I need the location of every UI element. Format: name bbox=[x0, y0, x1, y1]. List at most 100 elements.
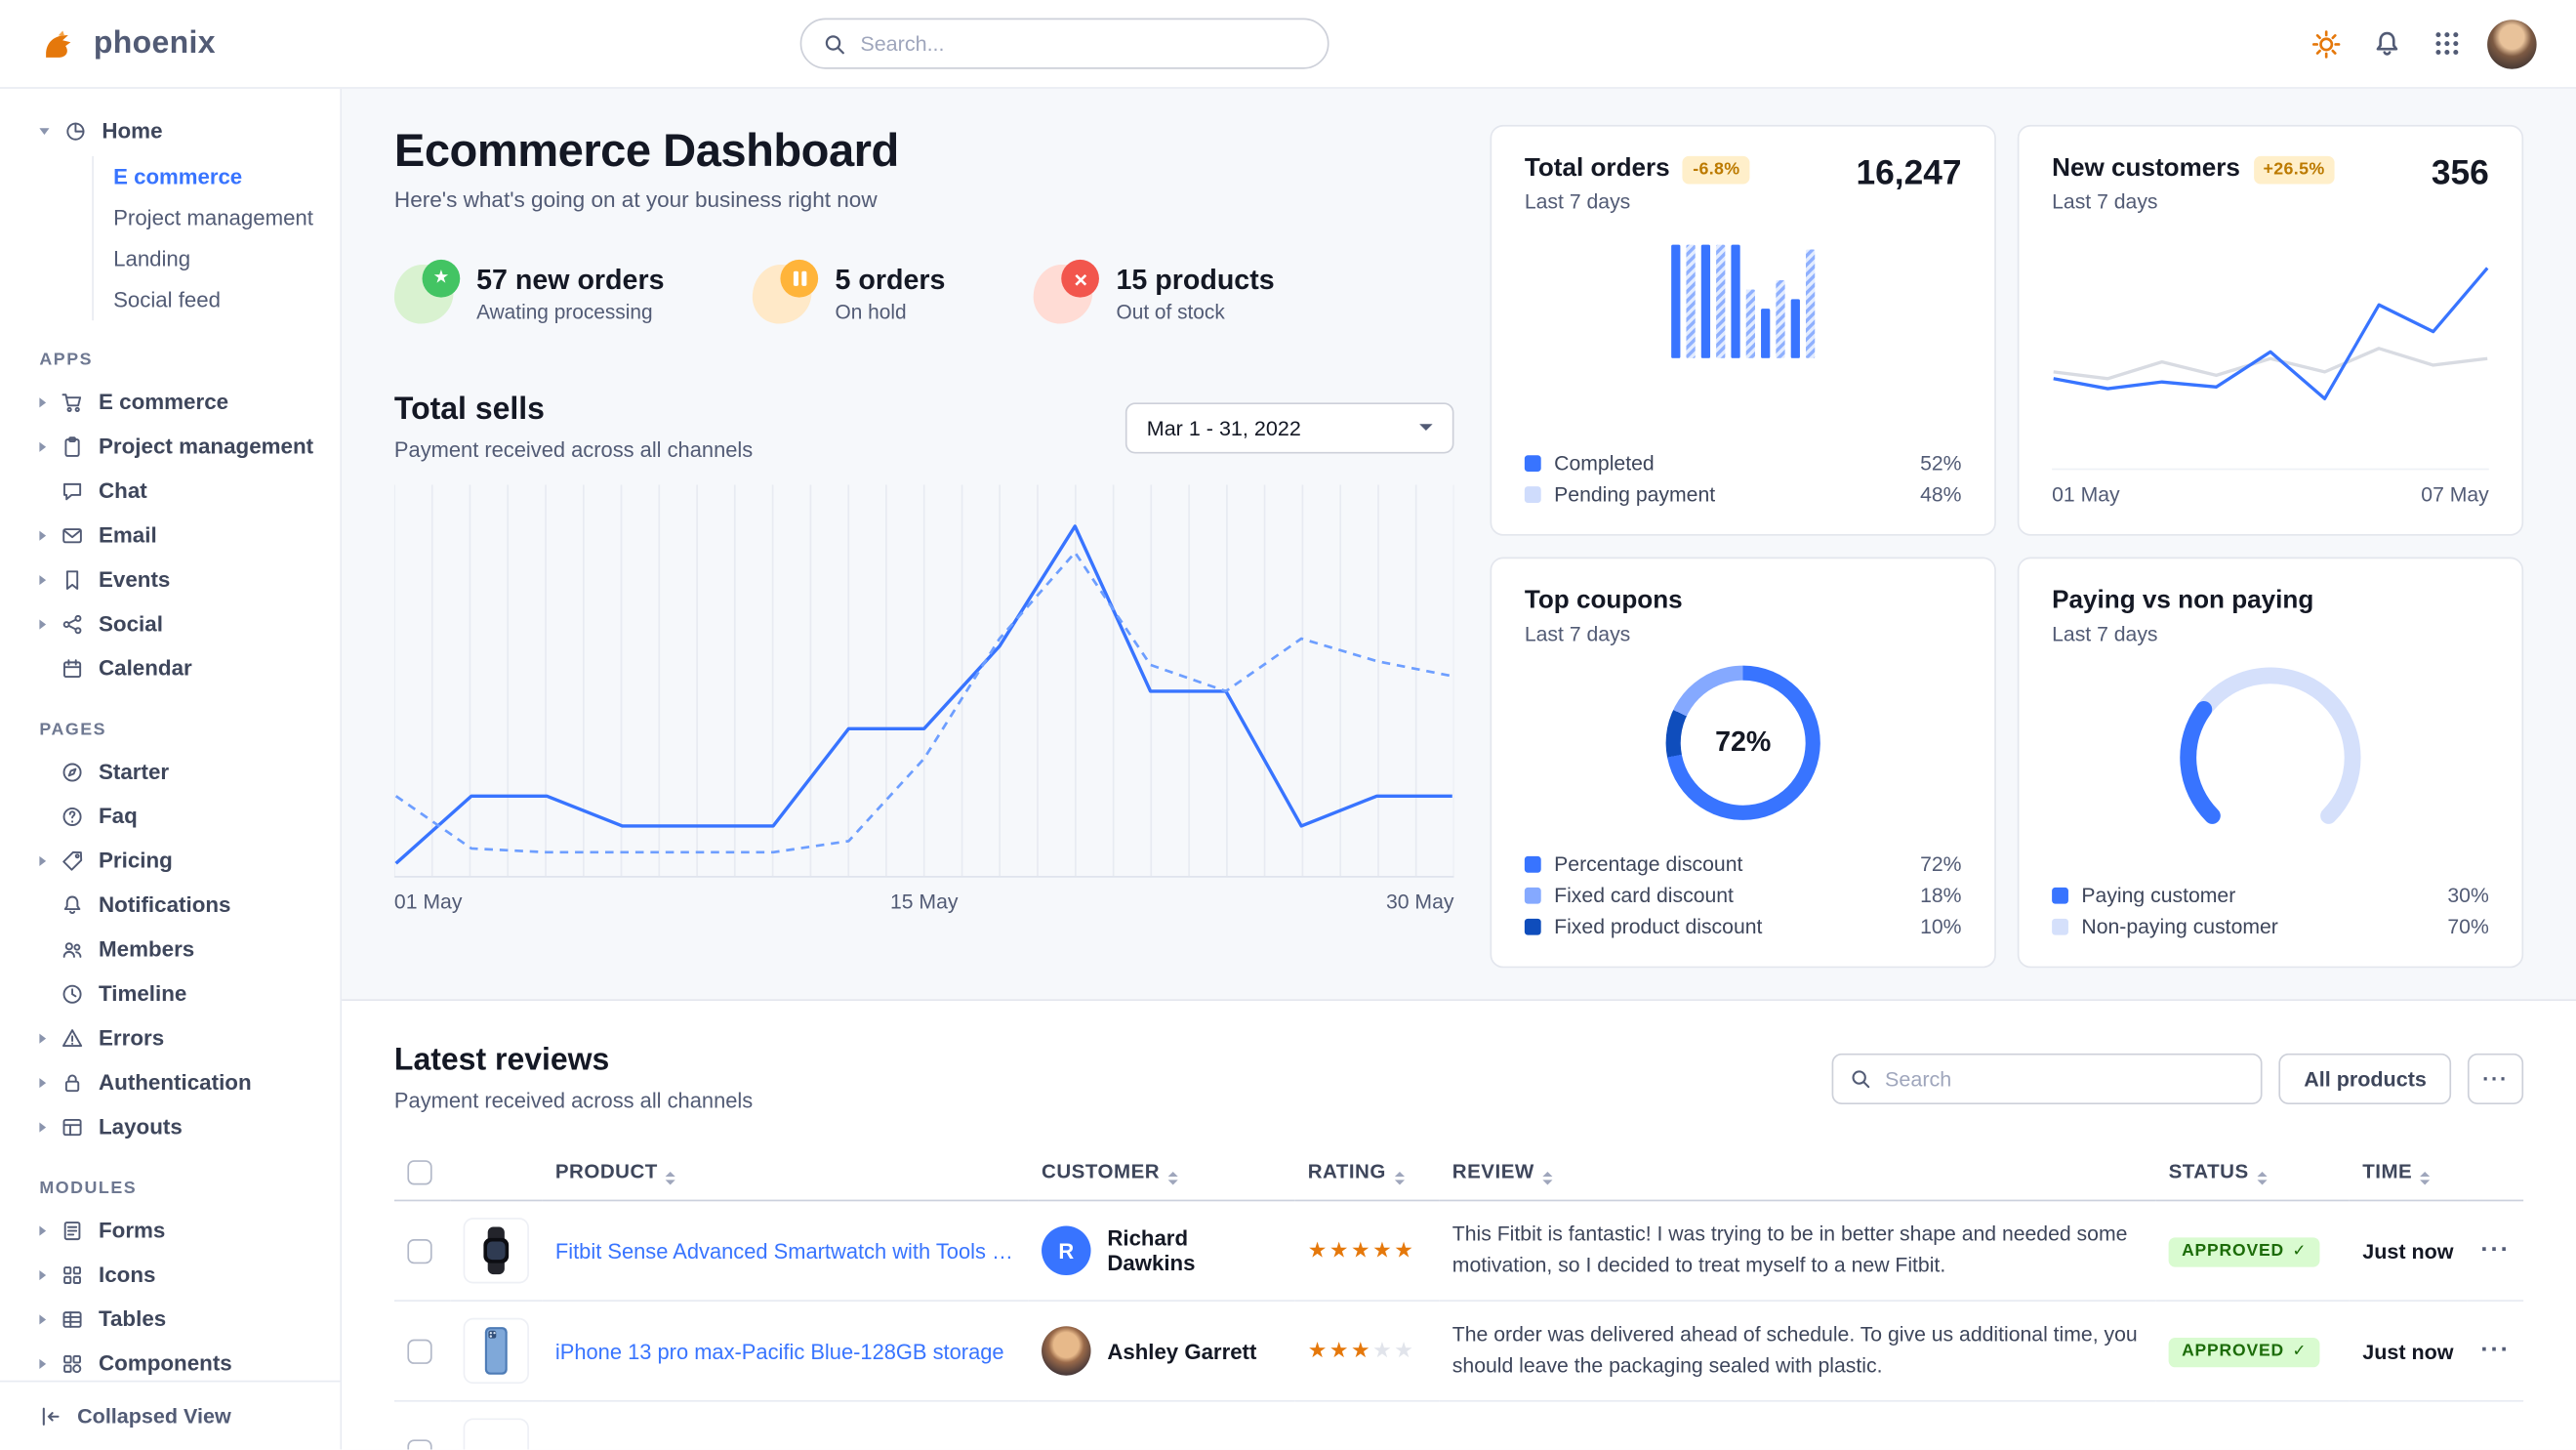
column-review[interactable]: REVIEW bbox=[1439, 1145, 2156, 1202]
column-product[interactable]: PRODUCT bbox=[542, 1145, 1029, 1202]
product-link[interactable]: iPhone 13 pro max-Pacific Blue-128GB sto… bbox=[554, 1338, 1004, 1364]
table-header-row: PRODUCT CUSTOMER RATING REVIEW STATUS TI… bbox=[393, 1145, 2524, 1202]
sidebar-item-home[interactable]: Home bbox=[0, 108, 340, 152]
chevron-right-icon bbox=[39, 1077, 47, 1088]
sidebar-item-e-commerce[interactable]: E commerce bbox=[113, 164, 243, 189]
sidebar-item-authentication[interactable]: Authentication bbox=[0, 1060, 340, 1104]
section-title-modules: MODULES bbox=[39, 1178, 138, 1198]
pie-chart-icon bbox=[62, 119, 89, 143]
card-title: Total orders bbox=[1524, 154, 1670, 183]
legend-fixed-product-discount: Fixed product discount 10% bbox=[1524, 915, 1962, 938]
select-all-checkbox[interactable] bbox=[407, 1160, 432, 1185]
chevron-right-icon bbox=[39, 1313, 47, 1324]
calendar-icon bbox=[60, 656, 86, 680]
sidebar-item-icons[interactable]: Icons bbox=[0, 1252, 340, 1296]
sidebar-item-timeline[interactable]: Timeline bbox=[0, 972, 340, 1015]
sidebar-item-calendar[interactable]: Calendar bbox=[0, 645, 340, 689]
row-checkbox[interactable] bbox=[407, 1238, 432, 1264]
sidebar-item-email[interactable]: Email bbox=[0, 513, 340, 557]
row-checkbox[interactable] bbox=[407, 1438, 432, 1450]
sidebar-item-pricing[interactable]: Pricing bbox=[0, 838, 340, 882]
sidebar-item-chat[interactable]: Chat bbox=[0, 469, 340, 513]
date-range-select[interactable]: Mar 1 - 31, 2022 bbox=[1124, 401, 1454, 453]
row-actions-button[interactable]: ··· bbox=[2480, 1336, 2511, 1364]
coupons-donut-chart: 72% bbox=[1525, 665, 1962, 820]
apps-menu-button[interactable] bbox=[2428, 24, 2466, 62]
sidebar-item-project-management[interactable]: Project management bbox=[113, 205, 313, 230]
all-products-button[interactable]: All products bbox=[2278, 1052, 2452, 1104]
bell-icon bbox=[60, 893, 86, 917]
sidebar-item-notifications[interactable]: Notifications bbox=[0, 883, 340, 927]
product-link[interactable]: Fitbit Sense Advanced Smartwatch with To… bbox=[554, 1238, 1016, 1264]
section-title-apps: APPS bbox=[39, 350, 94, 370]
check-icon: ✓ bbox=[2292, 1242, 2308, 1262]
sort-icon bbox=[666, 1172, 676, 1185]
row-actions-button[interactable]: ··· bbox=[2480, 1235, 2511, 1264]
sidebar-item-social[interactable]: Social bbox=[0, 601, 340, 645]
reviews-search[interactable] bbox=[1832, 1052, 2264, 1104]
global-search[interactable] bbox=[799, 18, 1329, 69]
latest-reviews-section: Latest reviews Payment received across a… bbox=[342, 999, 2576, 1450]
row-checkbox[interactable] bbox=[407, 1338, 432, 1364]
share-icon bbox=[60, 612, 86, 636]
layout-icon bbox=[60, 1115, 86, 1139]
chevron-right-icon bbox=[39, 1121, 47, 1132]
donut-center-value: 72% bbox=[1715, 725, 1772, 758]
column-rating[interactable]: RATING bbox=[1294, 1145, 1440, 1202]
sidebar-item-layouts[interactable]: Layouts bbox=[0, 1104, 340, 1148]
column-status[interactable]: STATUS bbox=[2155, 1145, 2350, 1202]
product-image-iphone bbox=[463, 1317, 529, 1385]
total-sells-subtitle: Payment received across all channels bbox=[393, 436, 754, 462]
chevron-right-icon bbox=[39, 440, 47, 451]
rating-stars: ★★★★★ bbox=[1307, 1337, 1416, 1363]
check-icon: ✓ bbox=[2292, 1343, 2308, 1361]
rating-stars: ★★★★★ bbox=[1307, 1237, 1416, 1263]
phoenix-logo-icon bbox=[46, 29, 71, 58]
search-input[interactable] bbox=[860, 30, 1306, 57]
chevron-right-icon bbox=[39, 1358, 47, 1369]
grid-dots-icon bbox=[2435, 32, 2459, 56]
status-badge: APPROVED ✓ bbox=[2168, 1236, 2320, 1267]
sidebar-item-app-e-commerce[interactable]: E commerce bbox=[0, 380, 340, 424]
collapse-view-toggle[interactable]: Collapsed View bbox=[0, 1380, 341, 1450]
new-customers-x-axis: 01 May 07 May bbox=[2052, 468, 2489, 506]
review-text: The order was delivered ahead of schedul… bbox=[1452, 1323, 2138, 1378]
column-time[interactable]: TIME bbox=[2349, 1145, 2468, 1202]
sidebar-item-landing[interactable]: Landing bbox=[113, 246, 191, 271]
clock-icon bbox=[60, 982, 86, 1006]
reviews-table: PRODUCT CUSTOMER RATING REVIEW STATUS TI… bbox=[393, 1145, 2524, 1450]
sidebar-item-social-feed[interactable]: Social feed bbox=[113, 287, 221, 312]
column-customer[interactable]: CUSTOMER bbox=[1028, 1145, 1295, 1202]
sort-icon bbox=[2420, 1172, 2431, 1185]
legend-pending-payment: Pending payment 48% bbox=[1524, 483, 1962, 506]
sidebar-item-components[interactable]: Components bbox=[0, 1341, 340, 1385]
new-customers-value: 356 bbox=[2431, 154, 2489, 192]
sidebar-item-app-project-management[interactable]: Project management bbox=[0, 424, 340, 468]
sidebar-item-tables[interactable]: Tables bbox=[0, 1297, 340, 1341]
sidebar-item-members[interactable]: Members bbox=[0, 927, 340, 971]
reviews-more-button[interactable]: ··· bbox=[2467, 1052, 2524, 1104]
sidebar-item-faq[interactable]: Faq bbox=[0, 794, 340, 838]
total-orders-value: 16,247 bbox=[1856, 154, 1962, 192]
card-title: New customers bbox=[2052, 154, 2240, 183]
main-content: Ecommerce Dashboard Here's what's going … bbox=[342, 88, 2576, 1450]
sidebar-item-errors[interactable]: Errors bbox=[0, 1015, 340, 1059]
pause-icon bbox=[753, 259, 819, 324]
legend-non-paying-customer: Non-paying customer 70% bbox=[2052, 915, 2489, 938]
sort-icon bbox=[1394, 1172, 1405, 1185]
user-avatar[interactable] bbox=[2487, 19, 2537, 68]
paying-gauge-chart bbox=[2052, 659, 2489, 830]
sidebar-item-starter[interactable]: Starter bbox=[0, 749, 340, 793]
sidebar-item-forms[interactable]: Forms bbox=[0, 1208, 340, 1252]
brand-logo[interactable]: phoenix bbox=[39, 22, 351, 65]
notifications-button[interactable] bbox=[2367, 23, 2406, 62]
customer-avatar: R bbox=[1042, 1225, 1091, 1276]
review-time: Just now bbox=[2349, 1301, 2468, 1402]
theme-toggle-button[interactable] bbox=[2307, 23, 2346, 62]
reviews-search-input[interactable] bbox=[1885, 1065, 2245, 1091]
sidebar-item-events[interactable]: Events bbox=[0, 558, 340, 601]
review-time: Just now bbox=[2349, 1200, 2468, 1302]
customer-name: Richard Dawkins bbox=[1107, 1225, 1196, 1276]
section-title-pages: PAGES bbox=[39, 720, 107, 740]
